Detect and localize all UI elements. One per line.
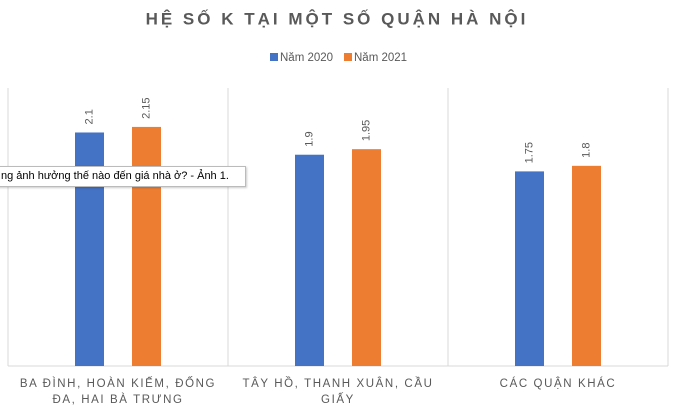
legend-label: Năm 2021 (354, 52, 407, 64)
x-tick-label: CÁC QUẬN KHÁC (499, 378, 617, 390)
bar (515, 171, 544, 366)
x-tick-label: BA ĐÌNH, HOÀN KIẾM, ĐỐNG ĐA, HAI BÀ TRƯN… (19, 378, 217, 406)
x-tick-label: TÂY HỒ, THANH XUÂN, CẦU GIẤY (242, 378, 434, 406)
bar (352, 149, 381, 366)
bar (295, 154, 324, 366)
data-label: 1.95 (360, 120, 372, 141)
data-label: 1.75 (523, 142, 535, 163)
legend-swatch (344, 53, 352, 61)
tooltip: ng ảnh hưởng thế nào đến giá nhà ở? - Ản… (0, 166, 246, 187)
data-label: 2.15 (140, 97, 152, 118)
data-label: 2.1 (83, 109, 95, 124)
data-label: 1.8 (580, 143, 592, 158)
data-label: 1.9 (303, 131, 315, 146)
bar (132, 126, 161, 366)
legend-swatch (270, 53, 278, 61)
bar (572, 165, 601, 366)
legend-label: Năm 2020 (280, 52, 333, 64)
chart-title: HỆ SỐ K TẠI MỘT SỐ QUẬN HÀ NỘI (146, 8, 529, 28)
